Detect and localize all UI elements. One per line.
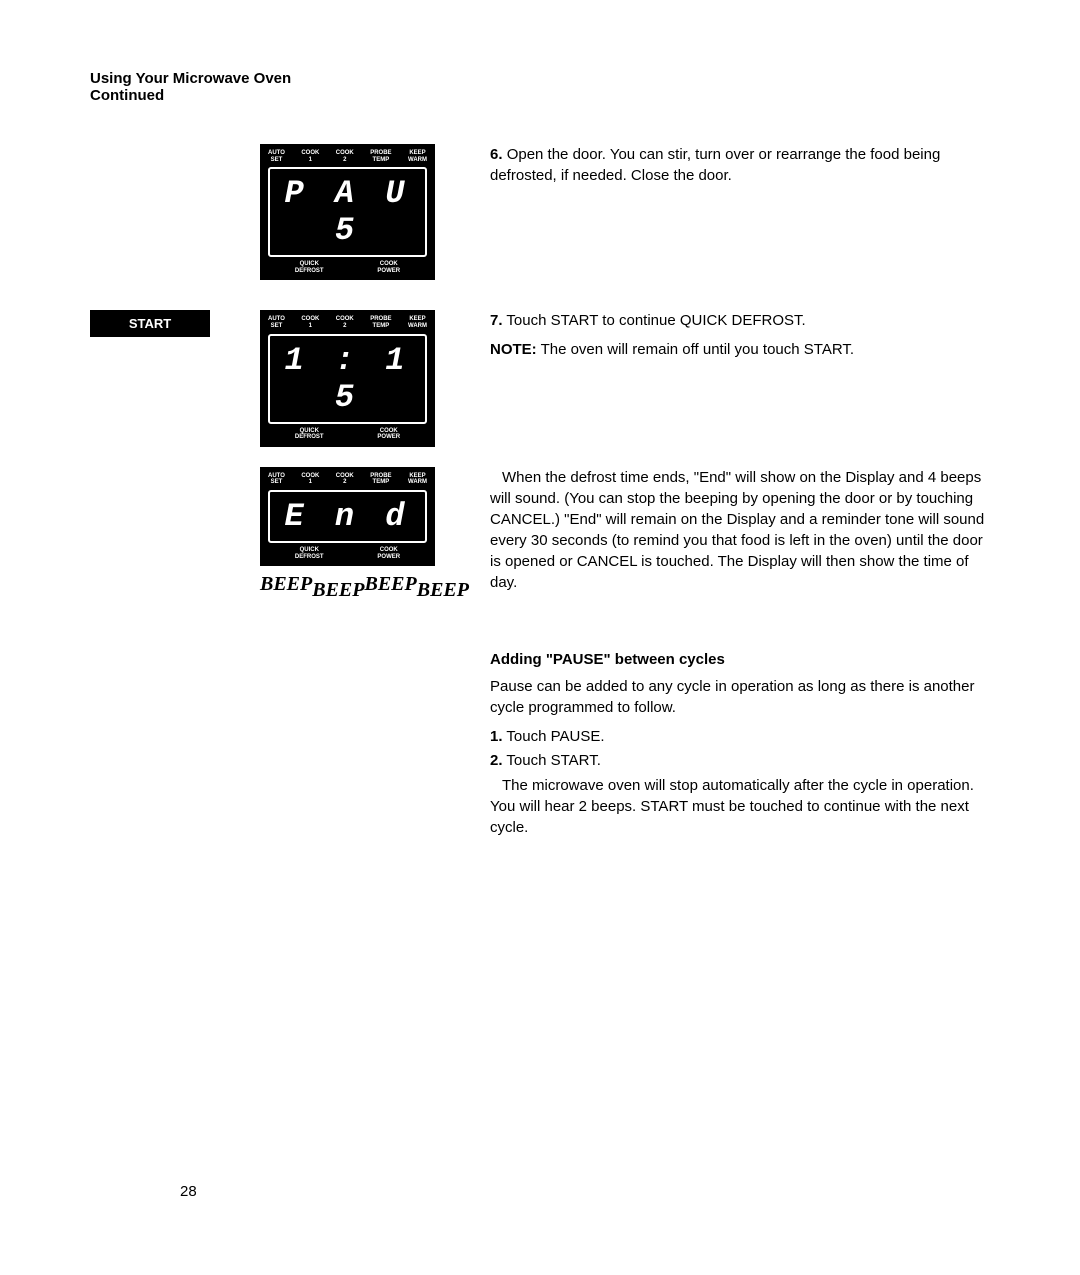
beep-4: BEEP <box>417 579 469 601</box>
end-text: When the defrost time ends, "End" will s… <box>490 467 990 593</box>
start-button[interactable]: START <box>90 310 210 337</box>
beep-1: BEEP <box>260 573 312 595</box>
beep-2: BEEP <box>312 579 364 601</box>
display-col-1: AUTOSET COOK1 COOK2 PROBETEMP KEEPWARM P… <box>260 144 460 280</box>
step-6-num: 6. <box>490 146 503 163</box>
pause-item2-text: Touch START. <box>506 752 600 769</box>
beep-3: BEEP <box>365 573 417 595</box>
left-spacer-3 <box>90 467 260 599</box>
header-line-1: Using Your Microwave Oven <box>90 70 990 87</box>
left-spacer <box>90 144 260 280</box>
pause-item1-num: 1. <box>490 728 503 745</box>
page-header: Using Your Microwave Oven Continued <box>90 70 990 104</box>
step-7-body: Touch START to continue QUICK DEFROST. <box>506 312 805 329</box>
pause-item1-text: Touch PAUSE. <box>506 728 604 745</box>
panel-top-labels: AUTOSET COOK1 COOK2 PROBETEMP KEEPWARM <box>264 148 431 165</box>
pause-item2-num: 2. <box>490 752 503 769</box>
step-7-num: 7. <box>490 312 503 329</box>
panel-top-labels-2: AUTOSET COOK1 COOK2 PROBETEMP KEEPWARM <box>264 314 431 331</box>
pause-heading: Adding "PAUSE" between cycles <box>490 649 990 670</box>
display-panel-time: AUTOSET COOK1 COOK2 PROBETEMP KEEPWARM 1… <box>260 310 435 446</box>
row-step-6: AUTOSET COOK1 COOK2 PROBETEMP KEEPWARM P… <box>90 144 990 280</box>
panel-bottom-labels: QUICKDEFROST COOKPOWER <box>264 259 431 276</box>
left-start-col: START <box>90 310 260 446</box>
display-col-2: AUTOSET COOK1 COOK2 PROBETEMP KEEPWARM 1… <box>260 310 460 446</box>
step-6-text: 6. Open the door. You can stir, turn ove… <box>460 144 990 280</box>
pause-outro: The microwave oven will stop automatical… <box>490 775 990 838</box>
lcd-display-end: E n d <box>268 490 427 543</box>
display-col-3: AUTOSET COOK1 COOK2 PROBETEMP KEEPWARM E… <box>260 467 460 599</box>
page-number: 28 <box>180 1183 197 1200</box>
step-7-text: 7. Touch START to continue QUICK DEFROST… <box>460 310 990 446</box>
display-panel-end: AUTOSET COOK1 COOK2 PROBETEMP KEEPWARM E… <box>260 467 435 566</box>
row-end: AUTOSET COOK1 COOK2 PROBETEMP KEEPWARM E… <box>90 467 990 599</box>
note-label: NOTE: <box>490 341 537 358</box>
lcd-display-time: 1 : 1 5 <box>268 334 427 424</box>
panel-top-labels-3: AUTOSET COOK1 COOK2 PROBETEMP KEEPWARM <box>264 471 431 488</box>
pause-section: Adding "PAUSE" between cycles Pause can … <box>460 649 990 838</box>
note-body: The oven will remain off until you touch… <box>541 341 854 358</box>
beep-sounds: BEEPBEEPBEEPBEEP <box>260 576 460 599</box>
left-spacer-4 <box>90 649 260 838</box>
panel-bottom-labels-3: QUICKDEFROST COOKPOWER <box>264 545 431 562</box>
row-pause-section: Adding "PAUSE" between cycles Pause can … <box>90 649 990 838</box>
header-line-2: Continued <box>90 87 990 104</box>
panel-bottom-labels-2: QUICKDEFROST COOKPOWER <box>264 426 431 443</box>
step-6-body: Open the door. You can stir, turn over o… <box>490 146 940 184</box>
row-step-7: START AUTOSET COOK1 COOK2 PROBETEMP KEEP… <box>90 310 990 446</box>
display-panel-paus: AUTOSET COOK1 COOK2 PROBETEMP KEEPWARM P… <box>260 144 435 280</box>
end-paragraph: When the defrost time ends, "End" will s… <box>460 467 990 599</box>
mid-spacer-4 <box>260 649 460 838</box>
pause-intro: Pause can be added to any cycle in opera… <box>490 676 990 718</box>
lcd-display-paus: P A U 5 <box>268 167 427 257</box>
